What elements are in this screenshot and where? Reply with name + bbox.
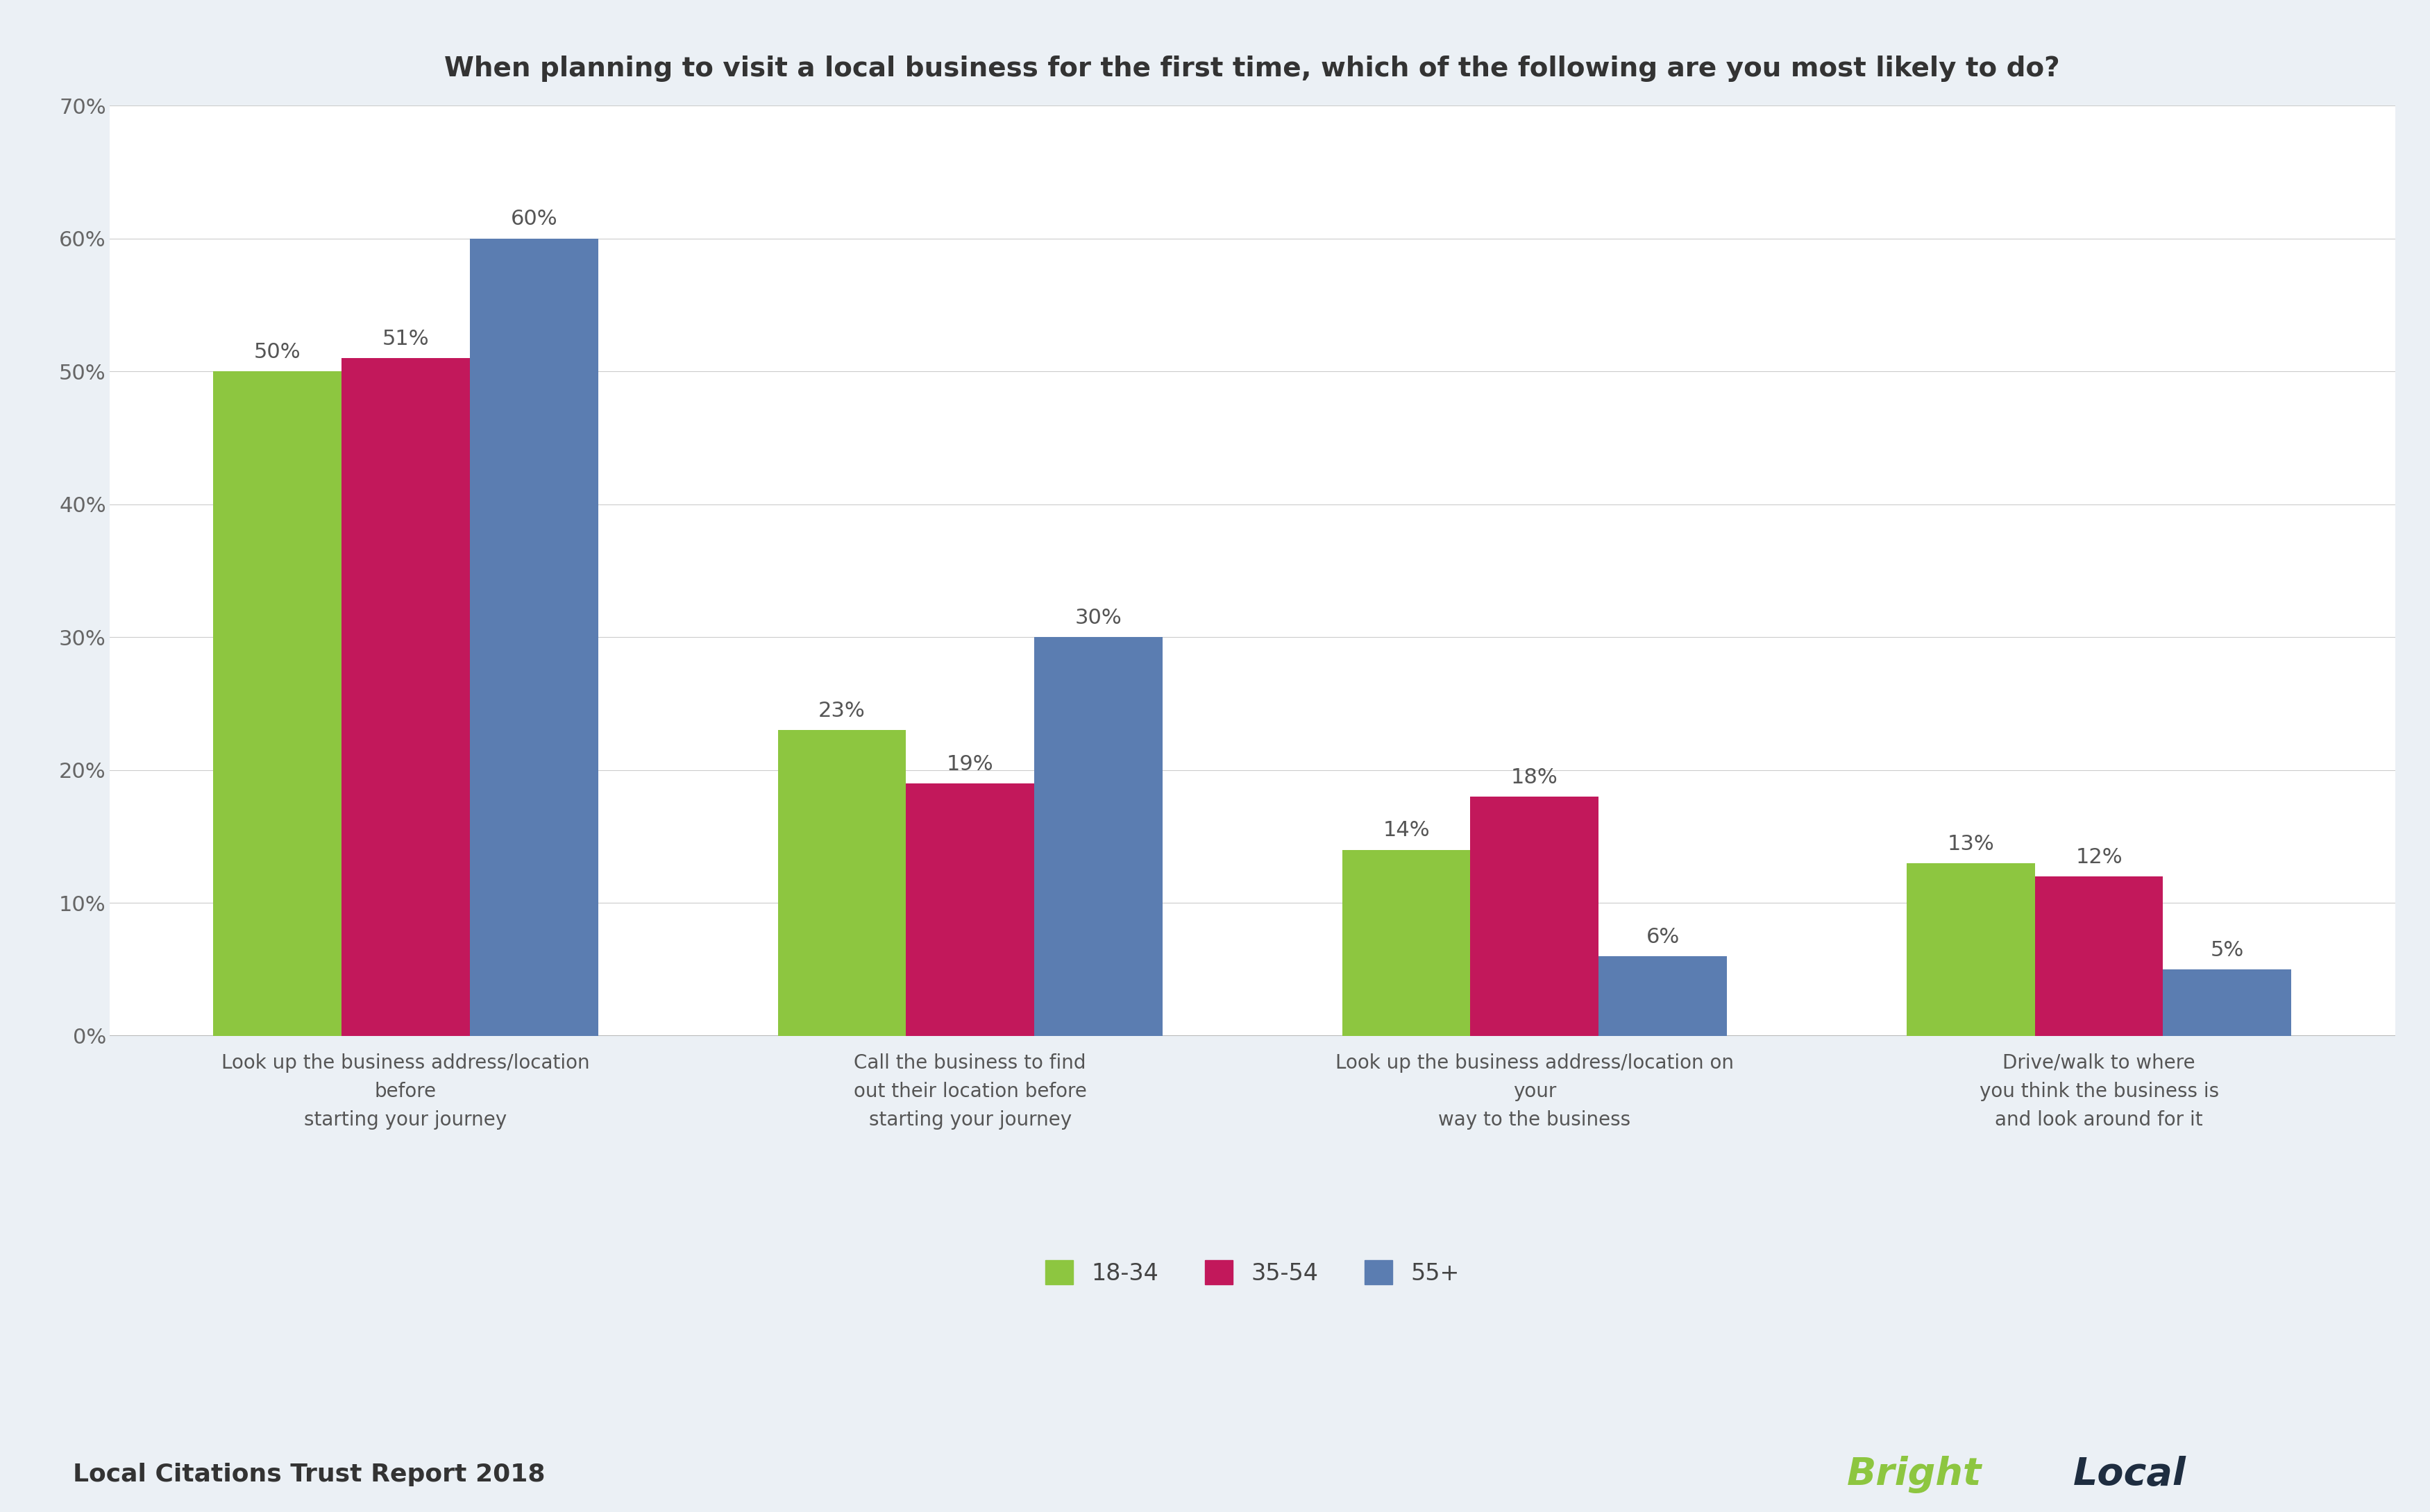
Bar	[343, 358, 469, 1036]
Legend: 18-34, 35-54, 55+: 18-34, 35-54, 55+	[1045, 1261, 1460, 1285]
Text: 23%: 23%	[819, 702, 865, 721]
Text: Local Citations Trust Report 2018: Local Citations Trust Report 2018	[73, 1462, 544, 1486]
Bar	[469, 239, 598, 1036]
Text: Local: Local	[2073, 1456, 2187, 1492]
Bar	[906, 783, 1035, 1036]
Text: 12%: 12%	[2075, 847, 2121, 868]
Text: 13%: 13%	[1946, 833, 1995, 854]
Bar	[1908, 863, 2034, 1036]
Text: 5%: 5%	[2211, 940, 2243, 960]
Text: 50%: 50%	[255, 342, 301, 361]
Bar	[1470, 797, 1599, 1036]
Bar	[1341, 850, 1470, 1036]
Text: 14%: 14%	[1383, 821, 1429, 841]
Title: When planning to visit a local business for the first time, which of the followi: When planning to visit a local business …	[445, 56, 2061, 82]
Text: 6%: 6%	[1645, 927, 1679, 947]
Text: 30%: 30%	[1074, 608, 1123, 627]
Text: 18%: 18%	[1511, 767, 1558, 788]
Bar	[2163, 969, 2291, 1036]
Bar	[2034, 877, 2163, 1036]
Bar	[778, 730, 906, 1036]
Bar	[214, 372, 343, 1036]
Bar	[1035, 637, 1162, 1036]
Text: Bright: Bright	[1847, 1456, 1983, 1492]
Text: 19%: 19%	[948, 754, 994, 774]
Bar	[1599, 956, 1728, 1036]
Text: 51%: 51%	[382, 328, 430, 349]
Text: 60%: 60%	[510, 209, 556, 230]
